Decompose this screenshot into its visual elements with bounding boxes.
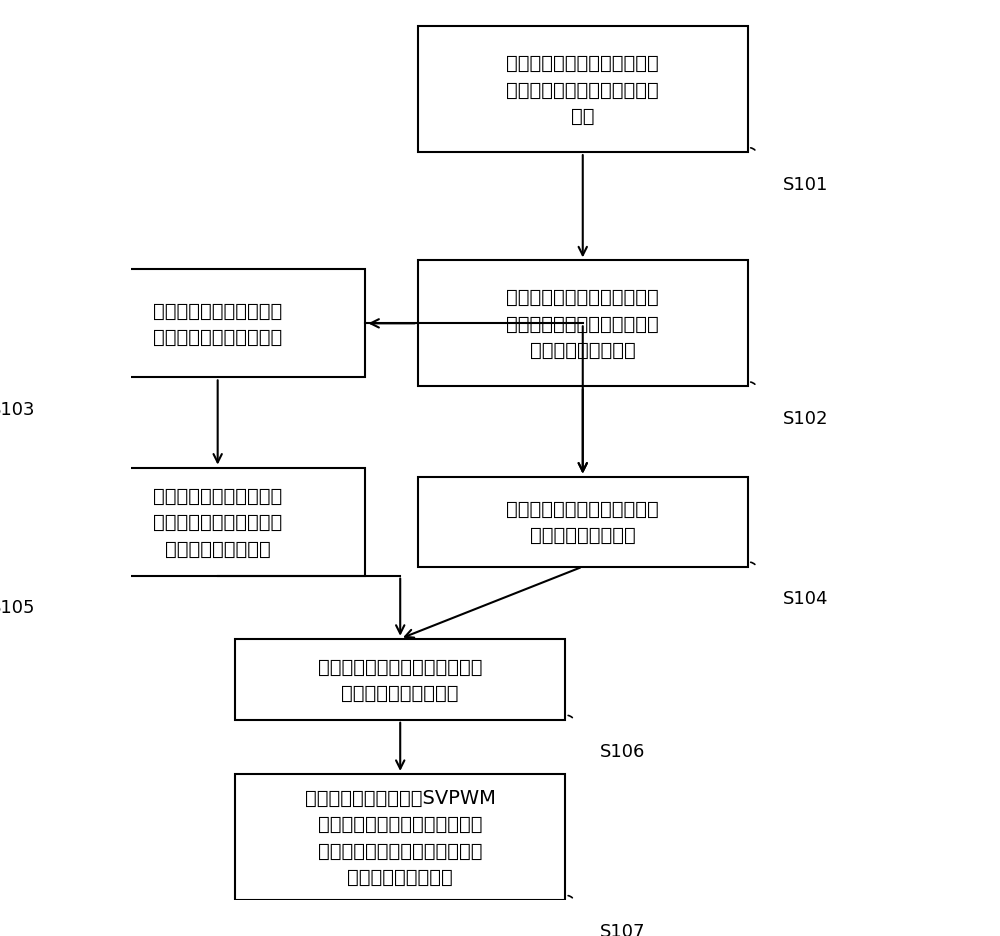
FancyBboxPatch shape — [235, 639, 565, 720]
FancyBboxPatch shape — [235, 774, 565, 900]
Text: S103: S103 — [0, 401, 35, 418]
Text: S102: S102 — [783, 410, 828, 428]
FancyBboxPatch shape — [418, 261, 748, 387]
FancyBboxPatch shape — [70, 270, 365, 378]
FancyBboxPatch shape — [70, 468, 365, 576]
Text: 将平衡因子引入七段式SVPWM
算法中，调节正负小矢量的作用
时间，以对三电平逆变器的中点
电位进行平衡控制。: 将平衡因子引入七段式SVPWM 算法中，调节正负小矢量的作用 时间，以对三电平逆… — [305, 788, 496, 886]
FancyBboxPatch shape — [418, 477, 748, 567]
Text: 根据电压差值和中点电流值，
获得平衡因子的极性: 根据电压差值和中点电流值， 获得平衡因子的极性 — [506, 499, 659, 545]
Text: S104: S104 — [783, 590, 828, 607]
Text: 采集三电平逆变器交流侧的三
相电流极性，划分三电平矢量
空间: 采集三电平逆变器交流侧的三 相电流极性，划分三电平矢量 空间 — [506, 54, 659, 126]
FancyBboxPatch shape — [418, 27, 748, 153]
Text: 调节电压差值，对调节后
的电压差值取其绝对值，
获得平衡因子的大小: 调节电压差值，对调节后 的电压差值取其绝对值， 获得平衡因子的大小 — [153, 486, 282, 558]
Text: S101: S101 — [783, 176, 828, 194]
Text: 根据平衡因子的极性和平衡因子
的大小，获得平衡因子: 根据平衡因子的极性和平衡因子 的大小，获得平衡因子 — [318, 657, 482, 702]
Text: S105: S105 — [0, 598, 35, 617]
Text: S107: S107 — [600, 923, 646, 936]
Text: 根据大扇区的位置，令中点电
流值等于其所在大扇区内小矢
量产生的中点电流值: 根据大扇区的位置，令中点电 流值等于其所在大扇区内小矢 量产生的中点电流值 — [506, 288, 659, 360]
Text: S106: S106 — [600, 742, 646, 760]
Text: 获取三电平逆变器直流侧
上下两个电容的电压差值: 获取三电平逆变器直流侧 上下两个电容的电压差值 — [153, 301, 282, 346]
